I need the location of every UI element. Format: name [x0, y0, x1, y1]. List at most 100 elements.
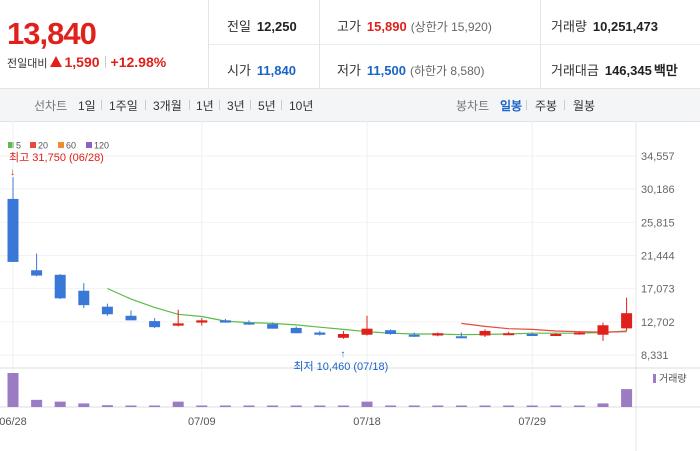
stat-label: 거래량	[551, 19, 587, 34]
volume-bar	[267, 405, 279, 407]
tab-divider	[189, 100, 190, 110]
stat-limit: (하한가 8,580)	[409, 64, 485, 78]
tab-period-1d[interactable]: 1일	[78, 99, 96, 113]
volume-bar	[503, 405, 515, 407]
volume-bar	[573, 405, 585, 407]
tab-divider	[101, 100, 102, 110]
y-tick-label: 8,331	[641, 350, 669, 362]
y-tick-label: 12,702	[641, 317, 675, 329]
stat-amount: 거래대금 146,345 백만	[551, 60, 678, 79]
tab-period-5y[interactable]: 5년	[258, 99, 276, 113]
volume-bar	[7, 373, 19, 407]
tab-period-1y[interactable]: 1년	[196, 99, 214, 113]
legend-label: 120	[94, 141, 109, 151]
candle-body	[314, 332, 326, 335]
stat-value: 146,345	[604, 63, 652, 78]
candle-body	[54, 274, 66, 299]
volume-bar	[621, 389, 633, 407]
stat-value: 11,840	[256, 63, 296, 78]
tab-candle-weekly[interactable]: 주봉	[535, 99, 558, 113]
candle-body	[432, 333, 444, 336]
tab-divider	[281, 100, 282, 110]
candle-body	[455, 336, 467, 339]
volume-bar	[455, 405, 467, 407]
legend-label: 20	[38, 141, 48, 151]
candle-body	[31, 270, 43, 276]
legend-swatch	[86, 142, 92, 148]
volume-bar	[78, 403, 90, 407]
volume-bar	[54, 401, 66, 407]
candle-body	[196, 320, 208, 323]
change-label: 전일대비	[7, 58, 48, 70]
candlestick-chart[interactable]: 34,557 30,186 25,815 21,444 17,073 12,702 8,33…	[0, 121, 700, 451]
legend-label: 60	[66, 141, 76, 151]
tab-candle-daily[interactable]: 일봉	[500, 99, 523, 113]
candle-body	[550, 333, 562, 336]
tab-period-3y[interactable]: 3년	[227, 99, 245, 113]
volume-bar	[550, 405, 562, 407]
volume-bar	[432, 405, 444, 407]
candle-body	[621, 313, 633, 329]
candle-body	[125, 315, 137, 321]
stat-high: 고가 15,890 (상한가 15,920)	[337, 16, 492, 35]
legend-swatch	[30, 142, 36, 148]
stat-value: 15,890	[366, 19, 407, 34]
candle-body	[526, 333, 538, 336]
y-tick-label: 25,815	[641, 217, 675, 229]
tab-candle-monthly[interactable]: 월봉	[573, 99, 596, 113]
volume-bar	[597, 403, 609, 407]
x-tick-label: 06/28	[0, 416, 27, 428]
max-arrow-icon: ↓	[10, 167, 15, 178]
change-amount: 1,590	[64, 54, 100, 70]
min-arrow-icon: ↑	[340, 349, 345, 360]
candle-body	[7, 198, 19, 262]
stat-limit: (상한가 15,920)	[410, 20, 492, 34]
candle-body	[479, 330, 491, 336]
volume-bar	[149, 405, 161, 407]
stat-value: 11,500	[366, 63, 406, 78]
volume-bar	[196, 405, 208, 407]
tab-period-1w[interactable]: 1주일	[109, 99, 138, 113]
volume-bar	[361, 401, 373, 407]
legend-swatch	[58, 142, 64, 148]
volume-legend-label: 거래량	[659, 373, 687, 385]
tab-divider	[145, 100, 146, 110]
volume-bar	[219, 405, 231, 407]
x-tick-label: 07/18	[353, 416, 381, 428]
legend-swatch	[8, 142, 14, 148]
volume-bar	[408, 405, 420, 407]
price-change: 전일대비 1,590 +12.98%	[7, 54, 166, 71]
candle-body	[219, 320, 231, 323]
tab-period-3m[interactable]: 3개월	[153, 99, 182, 113]
change-divider	[104, 56, 106, 68]
x-tick-label: 07/09	[188, 416, 216, 428]
max-price-annotation: 최고 31,750 (06/28)	[9, 151, 104, 164]
chart-tabs: 선차트 1일 1주일 3개월 1년 3년 5년 10년 봉차트 일봉 주봉 월봉	[0, 88, 700, 122]
stats-row-divider	[209, 44, 700, 45]
candle-body	[597, 325, 609, 335]
stat-value: 12,250	[256, 19, 297, 34]
candle-body	[78, 290, 90, 306]
stat-label: 시가	[227, 63, 251, 78]
candle-body	[361, 328, 373, 335]
stat-low: 저가 11,500 (하한가 8,580)	[337, 60, 484, 79]
volume-bar	[385, 405, 397, 407]
y-tick-label: 21,444	[641, 251, 675, 263]
volume-bar	[290, 405, 302, 407]
tab-divider	[564, 100, 565, 110]
candle-body	[243, 322, 255, 325]
candle-body	[172, 323, 184, 326]
volume-bar	[479, 405, 491, 407]
tab-period-10y[interactable]: 10년	[289, 99, 314, 113]
legend-label: 5	[16, 141, 21, 151]
stat-label: 저가	[337, 63, 361, 78]
change-percent: +12.98%	[110, 54, 167, 70]
y-tick-label: 30,186	[641, 184, 675, 196]
candle-body	[503, 333, 515, 336]
candle-body	[385, 330, 397, 334]
volume-bar	[337, 405, 349, 407]
volume-bar	[31, 399, 43, 407]
stat-label: 전일	[227, 19, 251, 34]
candle-body	[408, 334, 420, 337]
